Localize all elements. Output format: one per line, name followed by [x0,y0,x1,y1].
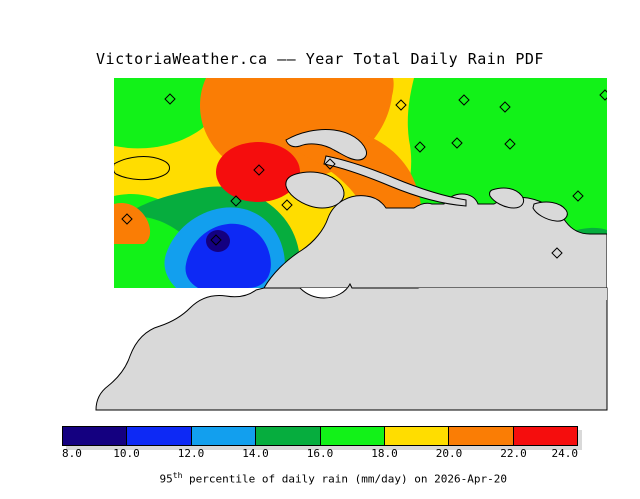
colorbar-segments[interactable] [62,426,578,446]
islet-northeast-b [532,201,568,222]
colorbar-tick-0: 8.0 [62,447,82,460]
fill-band-16-18-northwest [114,78,222,149]
peninsula-upper [285,171,345,209]
caption-rest: percentile of daily rain (mm/day) on 202… [182,472,507,486]
caption-prefix: 95 [159,472,173,486]
colorbar-segment-2[interactable] [191,427,257,445]
colorbar-tick-4: 16.0 [306,447,334,460]
station-marker-10[interactable] [458,94,470,106]
station-marker-12[interactable] [504,138,516,150]
colorbar-segment-1[interactable] [127,427,192,445]
map-panel[interactable] [114,78,607,288]
fill-band-8-10-core [206,230,230,252]
caption-ordinal-suffix: th [172,471,183,480]
station-marker-5[interactable] [281,199,293,211]
landmass-lower-region [95,282,608,411]
colorbar-segment-4[interactable] [320,427,385,445]
land-mass-group [114,129,607,288]
fill-band-20-22-southwest [114,202,151,244]
station-marker-3[interactable] [253,164,265,176]
colorbar-tick-1: 10.0 [113,447,140,460]
station-markers[interactable] [121,89,607,259]
station-marker-4[interactable] [210,234,222,246]
station-marker-7[interactable] [414,141,426,153]
station-marker-1[interactable] [121,213,133,225]
contour-map [114,78,607,288]
colorbar-tick-labels: 8.0 10.0 12.0 14.0 16.0 18.0 20.0 22.0 24.0 [62,447,582,461]
station-marker-11[interactable] [499,101,511,113]
weather-map-figure: VictoriaWeather.ca —— Year Total Daily R… [62,50,608,486]
colorbar-caption: 95th percentile of daily rain (mm/day) o… [0,458,640,499]
colorbar-segment-3[interactable] [256,427,321,445]
station-marker-8[interactable] [395,99,407,111]
coastal-strand-east [323,155,467,207]
colorbar-segment-7[interactable] [513,427,577,445]
station-marker-9[interactable] [451,137,463,149]
colorbar-tick-3: 14.0 [242,447,269,460]
landmass-lower-fill-east [352,288,607,300]
island-sliver-west [114,156,170,181]
colorbar-shadow-bottom [66,446,582,450]
station-marker-13[interactable] [572,190,584,202]
islet-northeast-a [489,187,525,209]
station-marker-14[interactable] [599,89,607,101]
colorbar-segment-0[interactable] [63,427,128,445]
colorbar[interactable] [62,426,582,450]
station-marker-15[interactable] [551,247,563,259]
colorbar-tick-8: 24.0 [551,447,579,460]
colorbar-tick-2: 12.0 [177,447,205,460]
station-marker-6[interactable] [324,158,336,170]
colorbar-tick-7: 22.0 [500,447,527,460]
colorbar-segment-5[interactable] [384,427,450,445]
colorbar-shadow-right [578,430,582,450]
fill-band-22-24-core [216,142,300,202]
peninsula-inlet-arm [285,129,367,161]
colorbar-tick-5: 18.0 [371,447,398,460]
colorbar-segment-6[interactable] [449,427,514,445]
station-marker-0[interactable] [164,93,176,105]
page-title: VictoriaWeather.ca —— Year Total Daily R… [96,50,544,68]
station-marker-2[interactable] [230,195,242,207]
colorbar-tick-6: 20.0 [435,447,463,460]
